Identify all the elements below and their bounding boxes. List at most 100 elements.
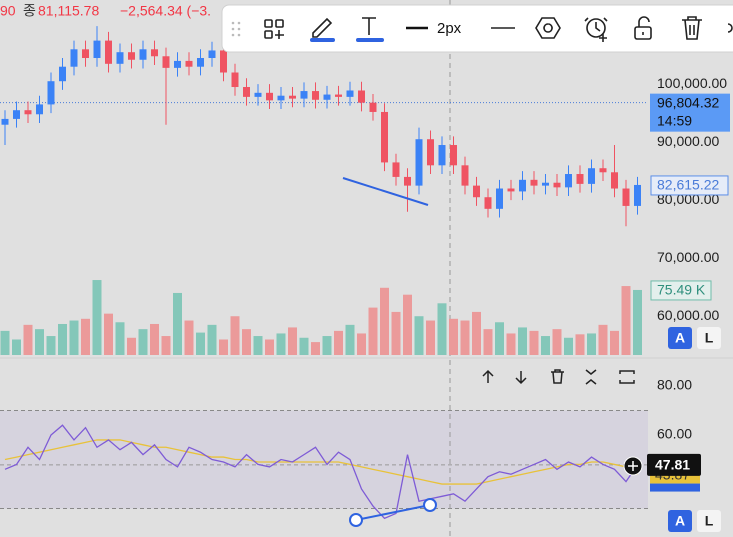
volume-bar xyxy=(610,330,619,355)
candle-body xyxy=(300,91,308,99)
candle-body xyxy=(128,52,135,60)
rsi-hidden-label xyxy=(650,483,700,492)
candle-body xyxy=(220,50,227,73)
candle-body xyxy=(496,188,503,209)
move-up-button[interactable] xyxy=(482,369,494,383)
more-button[interactable] xyxy=(727,23,733,33)
volume-bar xyxy=(23,324,33,355)
auto-scale-button xyxy=(668,327,692,349)
candle-body xyxy=(461,165,469,186)
line-handle[interactable] xyxy=(423,498,437,512)
line-width-label[interactable]: 2px xyxy=(437,20,462,37)
candle-body xyxy=(289,95,296,99)
volume-bar xyxy=(81,318,90,355)
volume-bar xyxy=(483,329,493,355)
volume-bar xyxy=(506,333,516,355)
rsi-tick-label: 80.00 xyxy=(657,377,692,393)
candle-body xyxy=(197,58,204,67)
volume-bar xyxy=(334,330,343,355)
trend-line[interactable] xyxy=(342,177,429,206)
volume-bar xyxy=(460,320,470,355)
settings-button[interactable] xyxy=(535,17,561,39)
candle-body xyxy=(105,40,112,64)
candle-body xyxy=(151,49,158,57)
log-scale-button xyxy=(697,327,721,349)
lock-button[interactable] xyxy=(634,16,652,40)
log-scale-button xyxy=(697,510,721,532)
legend-change: −2,564.34 (−3. xyxy=(120,3,211,19)
volume-bar xyxy=(92,280,102,355)
add-button[interactable] xyxy=(623,456,643,476)
alert-button[interactable] xyxy=(584,17,608,42)
line-width-button[interactable]: 2px xyxy=(406,20,462,37)
delete-button[interactable] xyxy=(682,16,702,40)
volume-bar xyxy=(575,334,585,355)
candle-body xyxy=(404,176,411,186)
volume-bar xyxy=(219,339,228,355)
rsi-last-box xyxy=(647,453,701,476)
collapse-button[interactable] xyxy=(585,369,597,385)
text-color-button[interactable] xyxy=(356,17,384,42)
rsi-trend-line[interactable] xyxy=(355,504,431,521)
volume-bar xyxy=(150,323,159,355)
volume-bar xyxy=(322,336,332,355)
volume-bar xyxy=(621,286,631,355)
log-scale-label[interactable]: L xyxy=(705,513,714,529)
candle-body xyxy=(139,49,147,60)
volume-bar xyxy=(564,337,573,355)
candle-body xyxy=(438,145,446,166)
volume-bar xyxy=(0,330,10,355)
maximize-button[interactable] xyxy=(619,370,635,384)
volume-bar xyxy=(495,322,504,355)
candle-body xyxy=(59,66,66,82)
volume-bar xyxy=(437,303,447,355)
candle-body xyxy=(1,118,9,125)
candle-body xyxy=(82,49,89,59)
volume-bar xyxy=(518,327,527,355)
candle-body xyxy=(484,197,492,209)
volume-label: 75.49 K xyxy=(657,282,706,298)
log-scale-label[interactable]: L xyxy=(705,330,714,346)
candle-body xyxy=(415,139,423,186)
candle-body xyxy=(381,111,388,163)
y-tick-label: 90,000.00 xyxy=(657,133,719,149)
delete-pane-button[interactable] xyxy=(551,369,564,384)
volume-bar xyxy=(196,332,205,355)
drag-handle[interactable] xyxy=(231,21,241,37)
candle-body xyxy=(599,168,607,173)
auto-scale-label[interactable]: A xyxy=(675,330,685,346)
volume-bar xyxy=(138,329,148,355)
volume-bar xyxy=(357,333,366,355)
volume-bar xyxy=(173,292,182,355)
templates-button[interactable] xyxy=(264,19,284,39)
volume-bar xyxy=(426,320,435,355)
last-price-box xyxy=(650,175,729,196)
volume-bar xyxy=(230,316,240,355)
candle-body xyxy=(427,139,434,166)
candle-body xyxy=(208,50,216,59)
line-color-button[interactable] xyxy=(310,17,335,42)
volume-bar xyxy=(299,337,309,355)
volume-bar xyxy=(288,327,297,355)
volume-bar xyxy=(541,336,550,355)
volume-bar xyxy=(115,322,125,355)
candle-body xyxy=(392,162,400,177)
auto-scale-label[interactable]: A xyxy=(675,513,685,529)
volume-bar xyxy=(184,320,194,355)
volume-label-box xyxy=(650,280,712,301)
drawing-toolbar: 2px xyxy=(221,4,733,53)
line-handle[interactable] xyxy=(349,513,363,527)
move-down-button[interactable] xyxy=(515,371,527,385)
candle-body xyxy=(116,52,124,64)
volume-bar xyxy=(633,289,642,355)
volume-bar xyxy=(345,324,355,355)
pane-controls xyxy=(482,369,635,385)
crosshair-label: 96,804.32 xyxy=(657,94,719,110)
volume-bar xyxy=(403,294,412,355)
volume-bar xyxy=(127,337,136,355)
rsi-tick-label: 60.00 xyxy=(657,426,692,442)
